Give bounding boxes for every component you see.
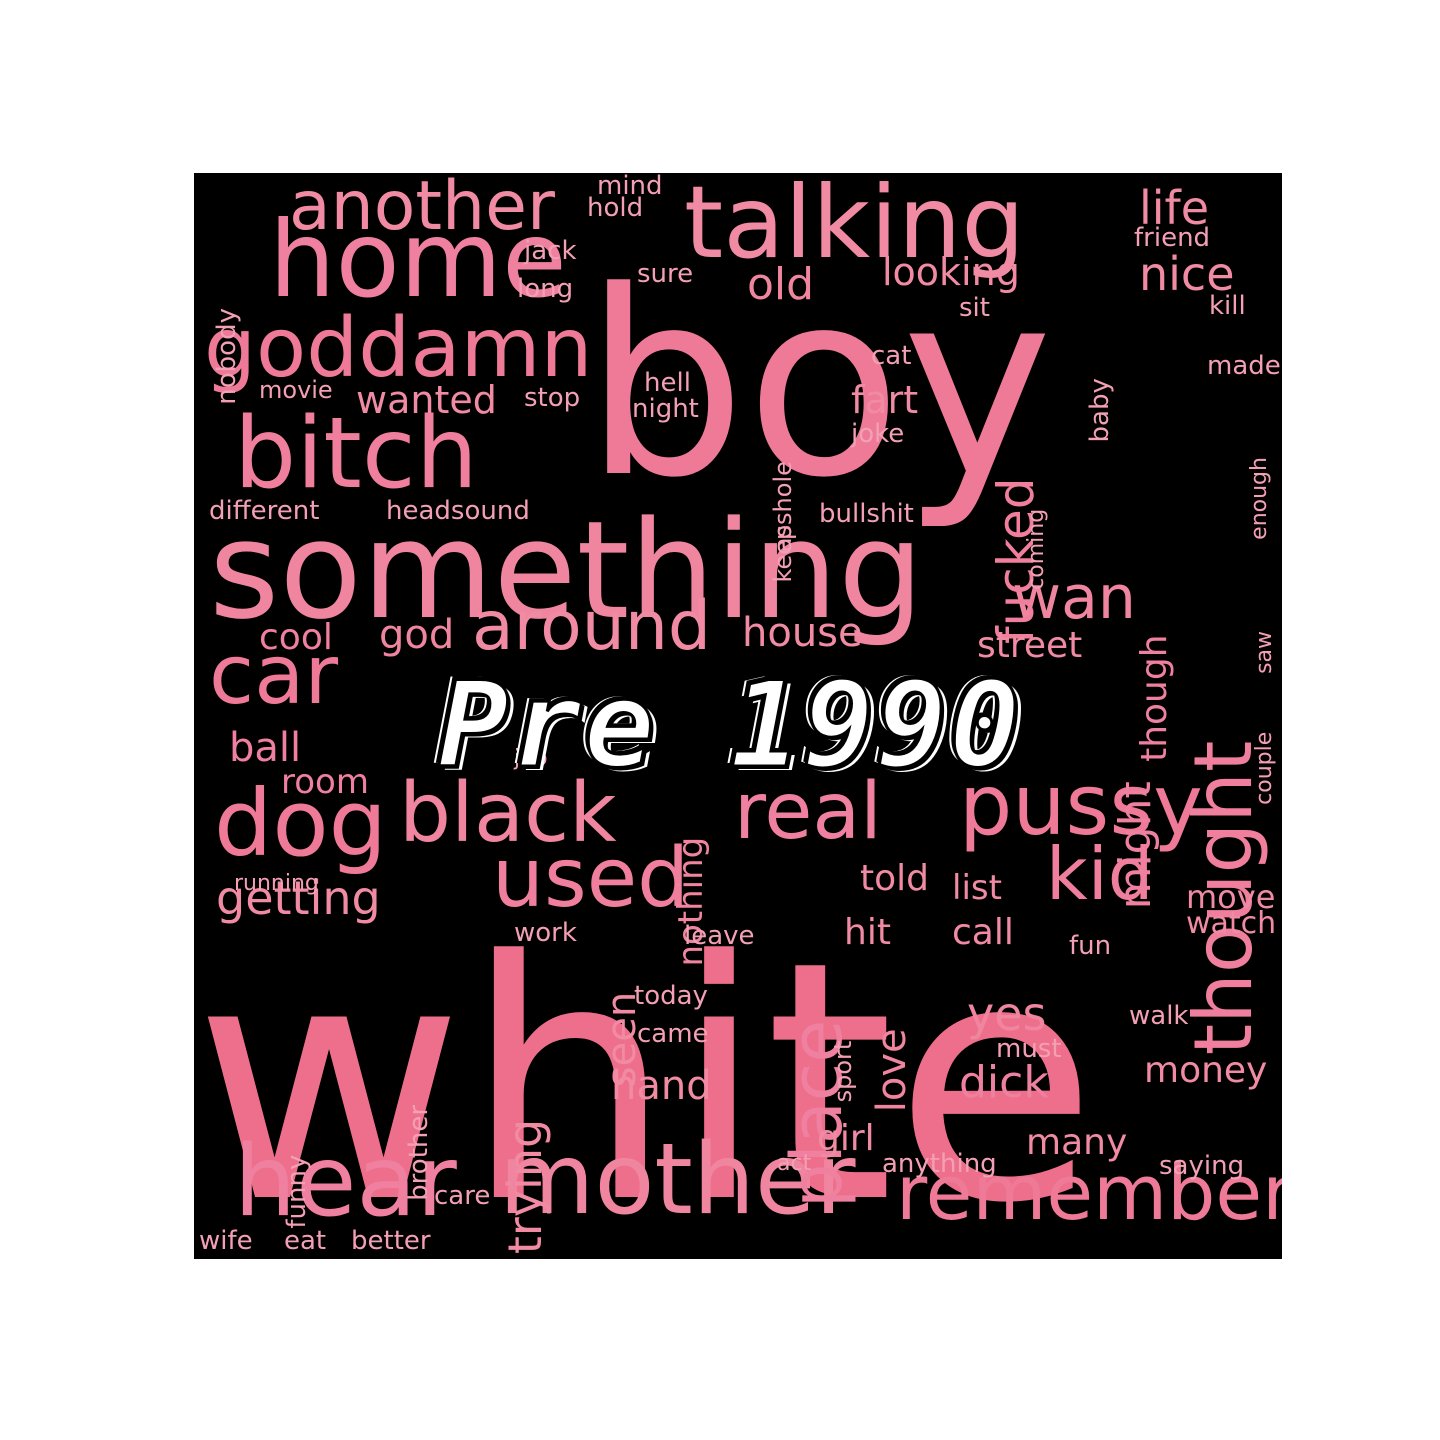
overlay-title: Pre 1990 bbox=[436, 655, 1023, 796]
cloud-word-couple: couple bbox=[1252, 731, 1277, 805]
cloud-word-work: work bbox=[514, 918, 577, 948]
cloud-word-looking: looking bbox=[882, 250, 1020, 294]
cloud-word-hear: hear bbox=[234, 1125, 457, 1239]
cloud-word-car: car bbox=[209, 628, 339, 723]
cloud-word-mind: mind bbox=[597, 173, 663, 201]
cloud-word-wan: wan bbox=[1012, 563, 1136, 633]
cloud-word-boy: boy bbox=[584, 237, 1053, 534]
cloud-word-love: love bbox=[869, 1028, 915, 1113]
cloud-word-pussy: pussy bbox=[959, 756, 1203, 854]
cloud-word-room: room bbox=[281, 762, 369, 802]
cloud-word-care: care bbox=[434, 1181, 491, 1211]
cloud-word-life: life bbox=[1139, 181, 1210, 235]
cloud-word-nobody: nobody bbox=[212, 308, 242, 405]
cloud-word-today: today bbox=[634, 981, 708, 1011]
cloud-word-many: many bbox=[1026, 1122, 1128, 1163]
cloud-word-better: better bbox=[351, 1226, 431, 1256]
cloud-word-old: old bbox=[747, 259, 815, 310]
cloud-word-act: act bbox=[777, 1151, 812, 1176]
cloud-word-bullshit: bullshit bbox=[819, 499, 914, 529]
cloud-word-sport: sport bbox=[829, 1040, 857, 1103]
cloud-word-came: came bbox=[637, 1019, 709, 1049]
cloud-word-dick: dick bbox=[959, 1057, 1049, 1108]
cloud-word-mother: mother bbox=[499, 1123, 856, 1237]
cloud-word-trying: trying bbox=[498, 1118, 552, 1255]
cloud-word-money: money bbox=[1144, 1050, 1268, 1091]
cloud-word-house: house bbox=[742, 610, 863, 656]
cloud-word-list: list bbox=[952, 868, 1002, 908]
cloud-word-baby: baby bbox=[1085, 378, 1115, 443]
cloud-word-home: home bbox=[269, 199, 567, 321]
cloud-word-cat: cat bbox=[871, 341, 912, 371]
cloud-word-wanted: wanted bbox=[356, 378, 497, 422]
cloud-word-headsound: headsound bbox=[386, 496, 530, 526]
cloud-word-movie: movie bbox=[259, 376, 333, 404]
cloud-word-kill: kill bbox=[1209, 291, 1246, 321]
cloud-word-talking: talking bbox=[684, 173, 1025, 281]
cloud-word-funny: funny bbox=[282, 1154, 312, 1229]
cloud-word-enough: enough bbox=[1247, 457, 1272, 540]
cloud-word-black: black bbox=[399, 766, 617, 861]
cloud-word-sit: sit bbox=[959, 293, 990, 323]
cloud-word-sure: sure bbox=[637, 259, 694, 289]
cloud-word-jack: jack bbox=[524, 236, 577, 266]
cloud-word-walk: walk bbox=[1129, 1001, 1189, 1031]
cloud-word-running: running bbox=[234, 871, 319, 896]
cloud-word-must: must bbox=[996, 1034, 1062, 1064]
cloud-word-saying: saying bbox=[1159, 1151, 1245, 1181]
cloud-word-kid: kid bbox=[1046, 832, 1154, 916]
cloud-word-anything: anything bbox=[882, 1149, 997, 1179]
cloud-word-bitch: bitch bbox=[234, 397, 478, 511]
cloud-word-move: move bbox=[1186, 878, 1276, 916]
cloud-word-fun: fun bbox=[1069, 931, 1112, 961]
cloud-word-nice: nice bbox=[1139, 247, 1235, 301]
cloud-word-brother: brother bbox=[404, 1104, 434, 1201]
cloud-word-street: street bbox=[977, 625, 1083, 666]
cloud-word-call: call bbox=[952, 912, 1014, 953]
cloud-word-different: different bbox=[209, 496, 320, 526]
cloud-word-friend: friend bbox=[1134, 223, 1211, 253]
cloud-word-remember: remember bbox=[896, 1148, 1282, 1237]
cloud-word-ball: ball bbox=[229, 725, 302, 771]
cloud-word-hell: hell bbox=[644, 368, 691, 398]
cloud-word-god: god bbox=[379, 612, 455, 658]
cloud-word-fart: fart bbox=[851, 378, 919, 422]
cloud-word-around: around bbox=[472, 587, 712, 666]
cloud-word-getting: getting bbox=[216, 871, 381, 925]
cloud-word-though: though bbox=[1134, 634, 1175, 762]
cloud-word-something: something bbox=[209, 492, 924, 649]
cloud-word-cool: cool bbox=[259, 617, 333, 658]
cloud-word-wife: wife bbox=[199, 1226, 253, 1256]
cloud-word-another: another bbox=[289, 173, 555, 246]
cloud-word-real: real bbox=[734, 767, 882, 857]
cloud-word-long: long bbox=[517, 274, 574, 304]
cloud-word-joke: joke bbox=[851, 419, 905, 449]
cloud-word-job: job bbox=[514, 746, 548, 771]
cloud-word-hold: hold bbox=[587, 193, 644, 223]
cloud-word-coming: coming bbox=[1024, 508, 1049, 590]
cloud-word-leave: leave bbox=[684, 921, 755, 951]
cloud-word-hit: hit bbox=[844, 912, 891, 953]
cloud-word-used: used bbox=[492, 831, 690, 926]
cloud-word-made: made bbox=[1207, 351, 1281, 381]
cloud-word-hand: hand bbox=[611, 1063, 712, 1109]
cloud-word-yes: yes bbox=[967, 987, 1047, 1041]
cloud-word-goddamn: goddamn bbox=[204, 301, 593, 396]
cloud-word-night: night bbox=[632, 394, 699, 424]
cloud-word-eat: eat bbox=[284, 1226, 327, 1256]
cloud-word-stop: stop bbox=[524, 383, 581, 413]
cloud-word-told: told bbox=[860, 858, 929, 899]
word-cloud: boy white something talking home another godda… bbox=[194, 173, 1282, 1259]
cloud-word-dog: dog bbox=[214, 770, 388, 877]
cloud-word-saw: saw bbox=[1252, 630, 1277, 674]
cloud-word-might: might bbox=[1110, 781, 1161, 910]
cloud-word-white: white bbox=[194, 891, 1098, 1259]
cloud-word-girl: girl bbox=[817, 1118, 875, 1159]
cloud-word-watch: watch bbox=[1186, 906, 1277, 941]
cloud-word-asshole: asshole bbox=[769, 461, 797, 553]
